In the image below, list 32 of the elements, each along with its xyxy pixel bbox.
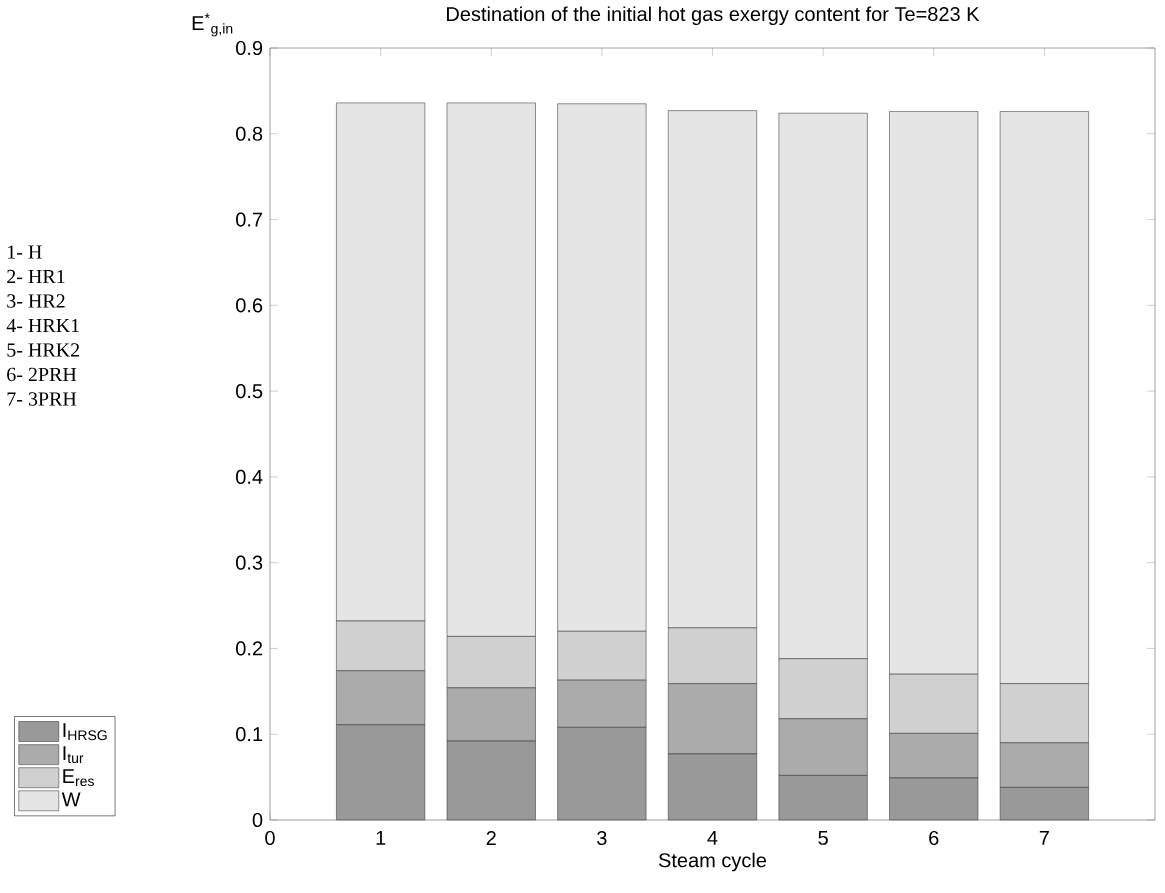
legend-label: W — [61, 792, 81, 807]
x-tick-label: 5 — [818, 830, 828, 845]
y-axis-title: E$^{*}$g,in — [192, 13, 233, 37]
text: 3- HR2 — [7, 294, 65, 308]
y-tick-label: 0.8 — [236, 126, 263, 141]
legend-label: E$_{res}$ — [63, 769, 94, 787]
y-tick-label: 0.6 — [236, 298, 263, 313]
text: 2- HR1 — [7, 269, 65, 284]
text: 5- HRK2 — [7, 343, 80, 357]
legend-label: I$_{tur}$ — [63, 746, 84, 764]
x-tick-label: 1 — [376, 830, 386, 845]
text: 4- HRK1 — [6, 318, 79, 333]
y-tick-label: 0 — [252, 812, 263, 828]
x-tick-label: 2 — [486, 830, 496, 845]
text: 6- 2PRH — [7, 367, 77, 382]
y-tick-label: 0.1 — [236, 727, 263, 742]
y-tick-label: 0.4 — [236, 469, 263, 484]
x-tick-label: 4 — [707, 830, 718, 845]
y-tick-label: 0.7 — [236, 212, 263, 227]
y-tick-label: 0.3 — [236, 555, 263, 570]
text: 1- H — [8, 245, 42, 259]
x-tick-label: 0 — [265, 830, 275, 846]
y-tick-label: 0.5 — [236, 384, 263, 399]
legend-label: I$_{HRSG}$ — [63, 723, 107, 741]
text: 7- 3PRH — [7, 392, 77, 406]
x-tick-label: 6 — [929, 830, 939, 846]
chart-title: Destination of the initial hot gas exergy content for Te=823 K — [447, 6, 980, 26]
x-axis-title: Steam cycle — [658, 852, 767, 872]
x-tick-label: 3 — [597, 830, 607, 846]
x-tick-label: 7 — [1039, 830, 1049, 845]
y-tick-label: 0.2 — [236, 641, 263, 656]
y-tick-label: 0.9 — [236, 40, 263, 56]
